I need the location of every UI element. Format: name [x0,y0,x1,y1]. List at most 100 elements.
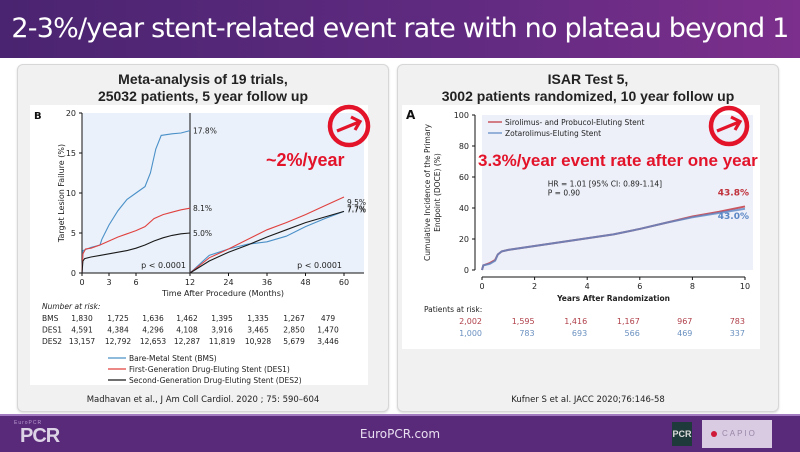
rising-arrow-in-circle-icon [708,105,750,147]
left-figure: B 0 5 10 15 20 0 3 6 12 24 36 48 60 Time After Procedu… [30,105,368,385]
y-axis-label-line2: Endpoint (DOCE) (%) [433,153,442,232]
risk-value: 1,416 [564,317,587,326]
risk-value: 479 [321,314,336,323]
risk-value: 1,636 [142,314,164,323]
p-value-label: p < 0.0001 [141,261,186,270]
left-annotation: ~2%/year [266,150,345,170]
x-tick-label: 0 [79,278,84,287]
right-panel-title-line1: ISAR Test 5, [547,71,629,87]
risk-value: 967 [677,317,692,326]
slide-footer: EuroPCR PCR EuroPCR.com PCR CAPIO [0,414,800,452]
footer-url[interactable]: EuroPCR.com [359,427,441,441]
x-axis-label: Time After Procedure (Months) [161,289,284,298]
end-value-label: 9.5% [347,198,366,207]
end-value-label: 43.0% [718,212,749,222]
risk-value: 1,335 [247,314,269,323]
left-panel: Meta-analysis of 19 trials, 25032 patien… [17,64,389,412]
right-panel: ISAR Test 5, 3002 patients randomized, 1… [397,64,779,412]
risk-value: 4,384 [107,326,129,335]
x-tick-label: 0 [479,282,484,291]
series-line [81,232,191,274]
x-tick-label: 3 [106,278,111,287]
end-value-label: 5.0% [193,229,212,238]
y-tick-label: 60 [459,173,469,182]
panel-label: B [34,111,42,122]
left-citation: Madhavan et al., J Am Coll Cardiol. 2020… [86,395,320,405]
end-value-label: 7.7% [347,205,366,214]
legend-label: Bare-Metal Stent (BMS) [129,354,217,363]
right-annotation: 3.3%/year event rate after one year [478,151,758,170]
risk-value: 1,000 [459,329,482,338]
x-tick-label: 6 [637,282,642,291]
risk-value: 11,819 [209,337,235,346]
x-axis-label: Years After Randomization [556,294,670,303]
p-value-label: P = 0.90 [548,189,581,198]
risk-value: 1,725 [107,314,129,323]
right-chart: A 0 20 40 60 80 100 0 2 4 6 8 10 Years After Randomiz… [406,108,753,338]
right-panel-title-line2: 3002 patients randomized, 10 year follow… [441,88,735,104]
risk-value: 12,653 [140,337,166,346]
europcr-logo: EuroPCR PCR [14,420,60,448]
legend-label: Zotarolimus-Eluting Stent [505,129,601,138]
slide-header: 2-3%/year stent-related event rate with … [0,0,800,102]
plot-background [82,113,364,273]
risk-value: 4,108 [176,326,198,335]
right-figure: A 0 20 40 60 80 100 0 2 4 6 8 10 Years After Randomiz… [402,105,760,349]
y-tick-label: 15 [66,149,76,158]
risk-table-title: Patients at risk: [424,305,482,314]
x-tick-label: 24 [223,278,233,287]
x-tick-label: 36 [262,278,272,287]
x-tick-label: 10 [740,282,750,291]
risk-value: 4,591 [71,326,93,335]
series-line [81,207,191,274]
plot-background [482,115,753,270]
series-line [189,210,345,274]
risk-value: 783 [730,317,745,326]
y-tick-label: 10 [66,189,76,198]
y-axis-label: Target Lesion Failure (%) [57,144,66,243]
p-value-label: p < 0.0001 [297,261,342,270]
risk-value: 13,157 [69,337,95,346]
risk-value: 469 [677,329,692,338]
y-tick-label: 0 [71,269,76,278]
series-line [189,210,345,274]
panel-label: A [406,108,416,122]
risk-value: 2,850 [283,326,305,335]
risk-value: 3,465 [247,326,269,335]
risk-value: 337 [730,329,745,338]
x-tick-label: 60 [339,278,349,287]
risk-value: 1,470 [317,326,339,335]
y-tick-label: 20 [459,235,469,244]
risk-value: 1,595 [512,317,535,326]
risk-value: 12,792 [105,337,131,346]
risk-row-label: BMS [42,314,59,323]
risk-value: 3,916 [211,326,233,335]
risk-value: 2,002 [459,317,482,326]
slide-title: 2-3%/year stent-related event rate with … [11,13,789,102]
risk-row-label: DES2 [42,337,62,346]
x-tick-label: 2 [532,282,537,291]
y-tick-label: 100 [454,111,469,120]
y-tick-label: 40 [459,204,469,213]
hazard-ratio-label: HR = 1.01 [95% CI: 0.89-1.14] [548,179,662,188]
legend-label: Second-Generation Drug-Eluting Stent (DE… [129,376,302,385]
risk-table-title: Number at risk: [42,302,100,311]
risk-value: 4,296 [142,326,164,335]
europcr-logo-small-text: EuroPCR [14,420,43,426]
series-line [481,207,746,271]
end-value-label: 43.8% [718,189,749,199]
y-tick-label: 20 [66,109,76,118]
left-panel-title-line2: 25032 patients, 5 year follow up [97,88,309,104]
x-tick-label: 8 [690,282,695,291]
capio-logo-text: CAPIO [722,429,757,438]
legend-label: Sirolimus- and Probucol-Eluting Stent [505,118,645,127]
capio-logo-dot [711,431,717,437]
pcr-logo: PCR [672,422,692,446]
y-tick-label: 5 [71,229,76,238]
risk-value: 1,830 [71,314,93,323]
x-tick-label: 4 [585,282,590,291]
x-tick-label: 48 [300,278,310,287]
y-axis-label-line1: Cumulative Incidence of the Primary [423,123,432,260]
capio-logo: CAPIO [702,420,772,448]
